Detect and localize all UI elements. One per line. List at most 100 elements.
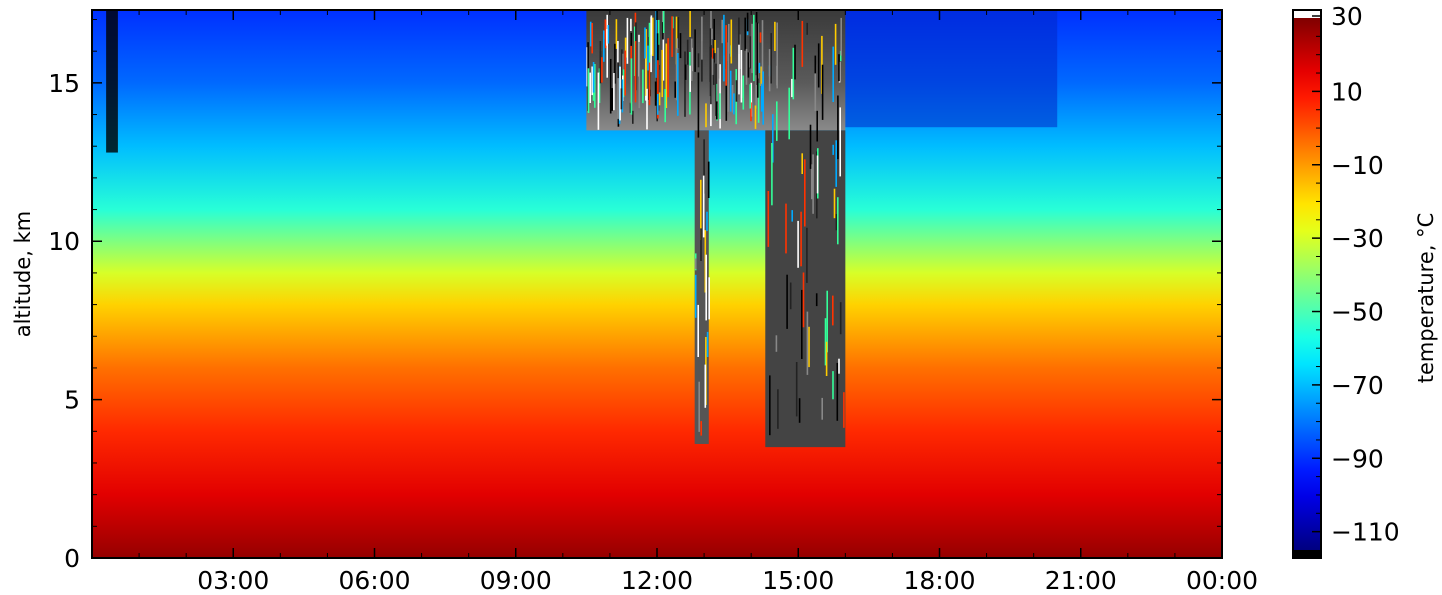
speckle-mark	[785, 203, 787, 254]
speckle-mark	[814, 64, 817, 112]
speckle-mark	[760, 83, 763, 112]
colorbar-tick-label: −110	[1331, 518, 1400, 547]
speckle-mark	[770, 33, 772, 84]
speckle-mark	[821, 397, 823, 420]
speckle-mark	[594, 64, 596, 108]
speckle-mark	[832, 295, 834, 326]
speckle-mark	[697, 72, 700, 138]
speckle-mark	[711, 58, 714, 75]
speckle-mark	[700, 228, 702, 261]
speckle-mark	[675, 48, 678, 101]
speckle-mark	[735, 80, 738, 102]
speckle-mark	[826, 290, 828, 353]
speckle-mark	[769, 375, 771, 436]
speckle-mark	[694, 258, 697, 270]
speckle-mark	[650, 16, 652, 73]
speckle-mark	[655, 10, 657, 78]
speckle-mark	[801, 20, 804, 67]
speckle-mark	[679, 33, 682, 59]
speckle-mark	[652, 17, 654, 57]
speckle-mark	[603, 30, 605, 62]
speckle-mark	[838, 54, 840, 82]
speckle-mark	[729, 70, 732, 112]
speckle-mark	[802, 272, 805, 328]
speckle-mark	[615, 19, 618, 49]
speckle-mark	[624, 50, 626, 96]
speckle-mark	[626, 17, 629, 64]
speckle-mark	[648, 62, 651, 106]
speckle-mark	[777, 389, 779, 429]
speckle-mark	[824, 318, 827, 366]
speckle-mark	[671, 16, 673, 57]
speckle-mark	[621, 49, 623, 103]
speckle-mark	[713, 18, 715, 63]
speckle-mark	[632, 110, 634, 124]
speckle-mark	[689, 65, 691, 92]
colorbar-title: temperature, °C	[1414, 213, 1438, 384]
colorbar: 30 10 −10 −30 −50 −70 −90 −110	[1292, 2, 1400, 559]
speckle-mark	[801, 289, 803, 359]
speckle-mark	[821, 64, 824, 120]
speckle-mark	[771, 143, 773, 206]
speckle-mark	[806, 22, 808, 35]
speckle-mark	[690, 38, 693, 81]
speckle-mark	[604, 24, 607, 49]
speckle-mark	[704, 364, 707, 408]
speckle-mark	[840, 17, 842, 56]
speckle-mark	[834, 23, 837, 65]
speckle-mark	[714, 40, 716, 54]
colorbar-over-swatch	[1293, 10, 1321, 18]
speckle-mark	[717, 47, 719, 104]
speckle-mark	[837, 95, 839, 160]
speckle-mark	[768, 49, 771, 92]
speckle-mark	[686, 39, 689, 65]
speckle-mark	[806, 227, 808, 283]
speckle-mark	[634, 41, 637, 103]
speckle-mark	[617, 58, 619, 119]
speckle-mark	[630, 18, 632, 31]
colorbar-scale	[1293, 18, 1321, 550]
speckle-mark	[698, 381, 700, 432]
speckle-mark	[762, 71, 764, 125]
x-axis: 03:00 06:00 09:00 12:00 15:00 18:00 21:00 00:00	[138, 10, 1258, 595]
speckle-mark	[684, 51, 686, 117]
x-tick-label: 09:00	[480, 566, 552, 595]
speckle-mark	[710, 10, 712, 46]
speckle-mark	[832, 144, 834, 155]
speckle-mark	[825, 341, 828, 376]
data-features	[106, 10, 1058, 448]
speckle-mark	[677, 17, 680, 49]
x-tick-label: 15:00	[762, 566, 834, 595]
speckle-mark	[657, 19, 660, 65]
speckle-mark	[753, 14, 755, 82]
speckle-mark	[591, 23, 593, 54]
speckle-mark	[750, 82, 753, 117]
speckle-mark	[776, 22, 778, 89]
speckle-mark	[816, 110, 818, 142]
speckle-mark	[624, 37, 627, 58]
speckle-mark	[700, 421, 702, 436]
speckle-mark	[716, 101, 718, 120]
speckle-mark	[599, 41, 602, 73]
speckle-mark	[804, 159, 806, 227]
speckle-mark	[817, 43, 820, 88]
speckle-mark	[677, 53, 679, 116]
speckle-mark	[617, 49, 619, 79]
speckle-mark	[727, 42, 730, 112]
speckle-mark	[794, 44, 796, 80]
speckle-mark	[700, 179, 702, 241]
speckle-mark	[697, 53, 700, 68]
speckle-mark	[705, 254, 707, 321]
colorbar-tick-label: 30	[1331, 2, 1363, 31]
speckle-mark	[754, 105, 757, 129]
speckle-mark	[814, 55, 817, 74]
speckle-mark	[642, 69, 644, 104]
speckle-mark	[721, 19, 723, 44]
y-tick-label: 15	[48, 69, 80, 98]
speckle-mark	[815, 293, 818, 307]
speckle-mark	[746, 12, 749, 32]
speckle-mark	[801, 153, 803, 174]
speckle-mark	[586, 47, 588, 87]
speckle-mark	[711, 28, 713, 40]
speckle-mark	[629, 102, 632, 113]
